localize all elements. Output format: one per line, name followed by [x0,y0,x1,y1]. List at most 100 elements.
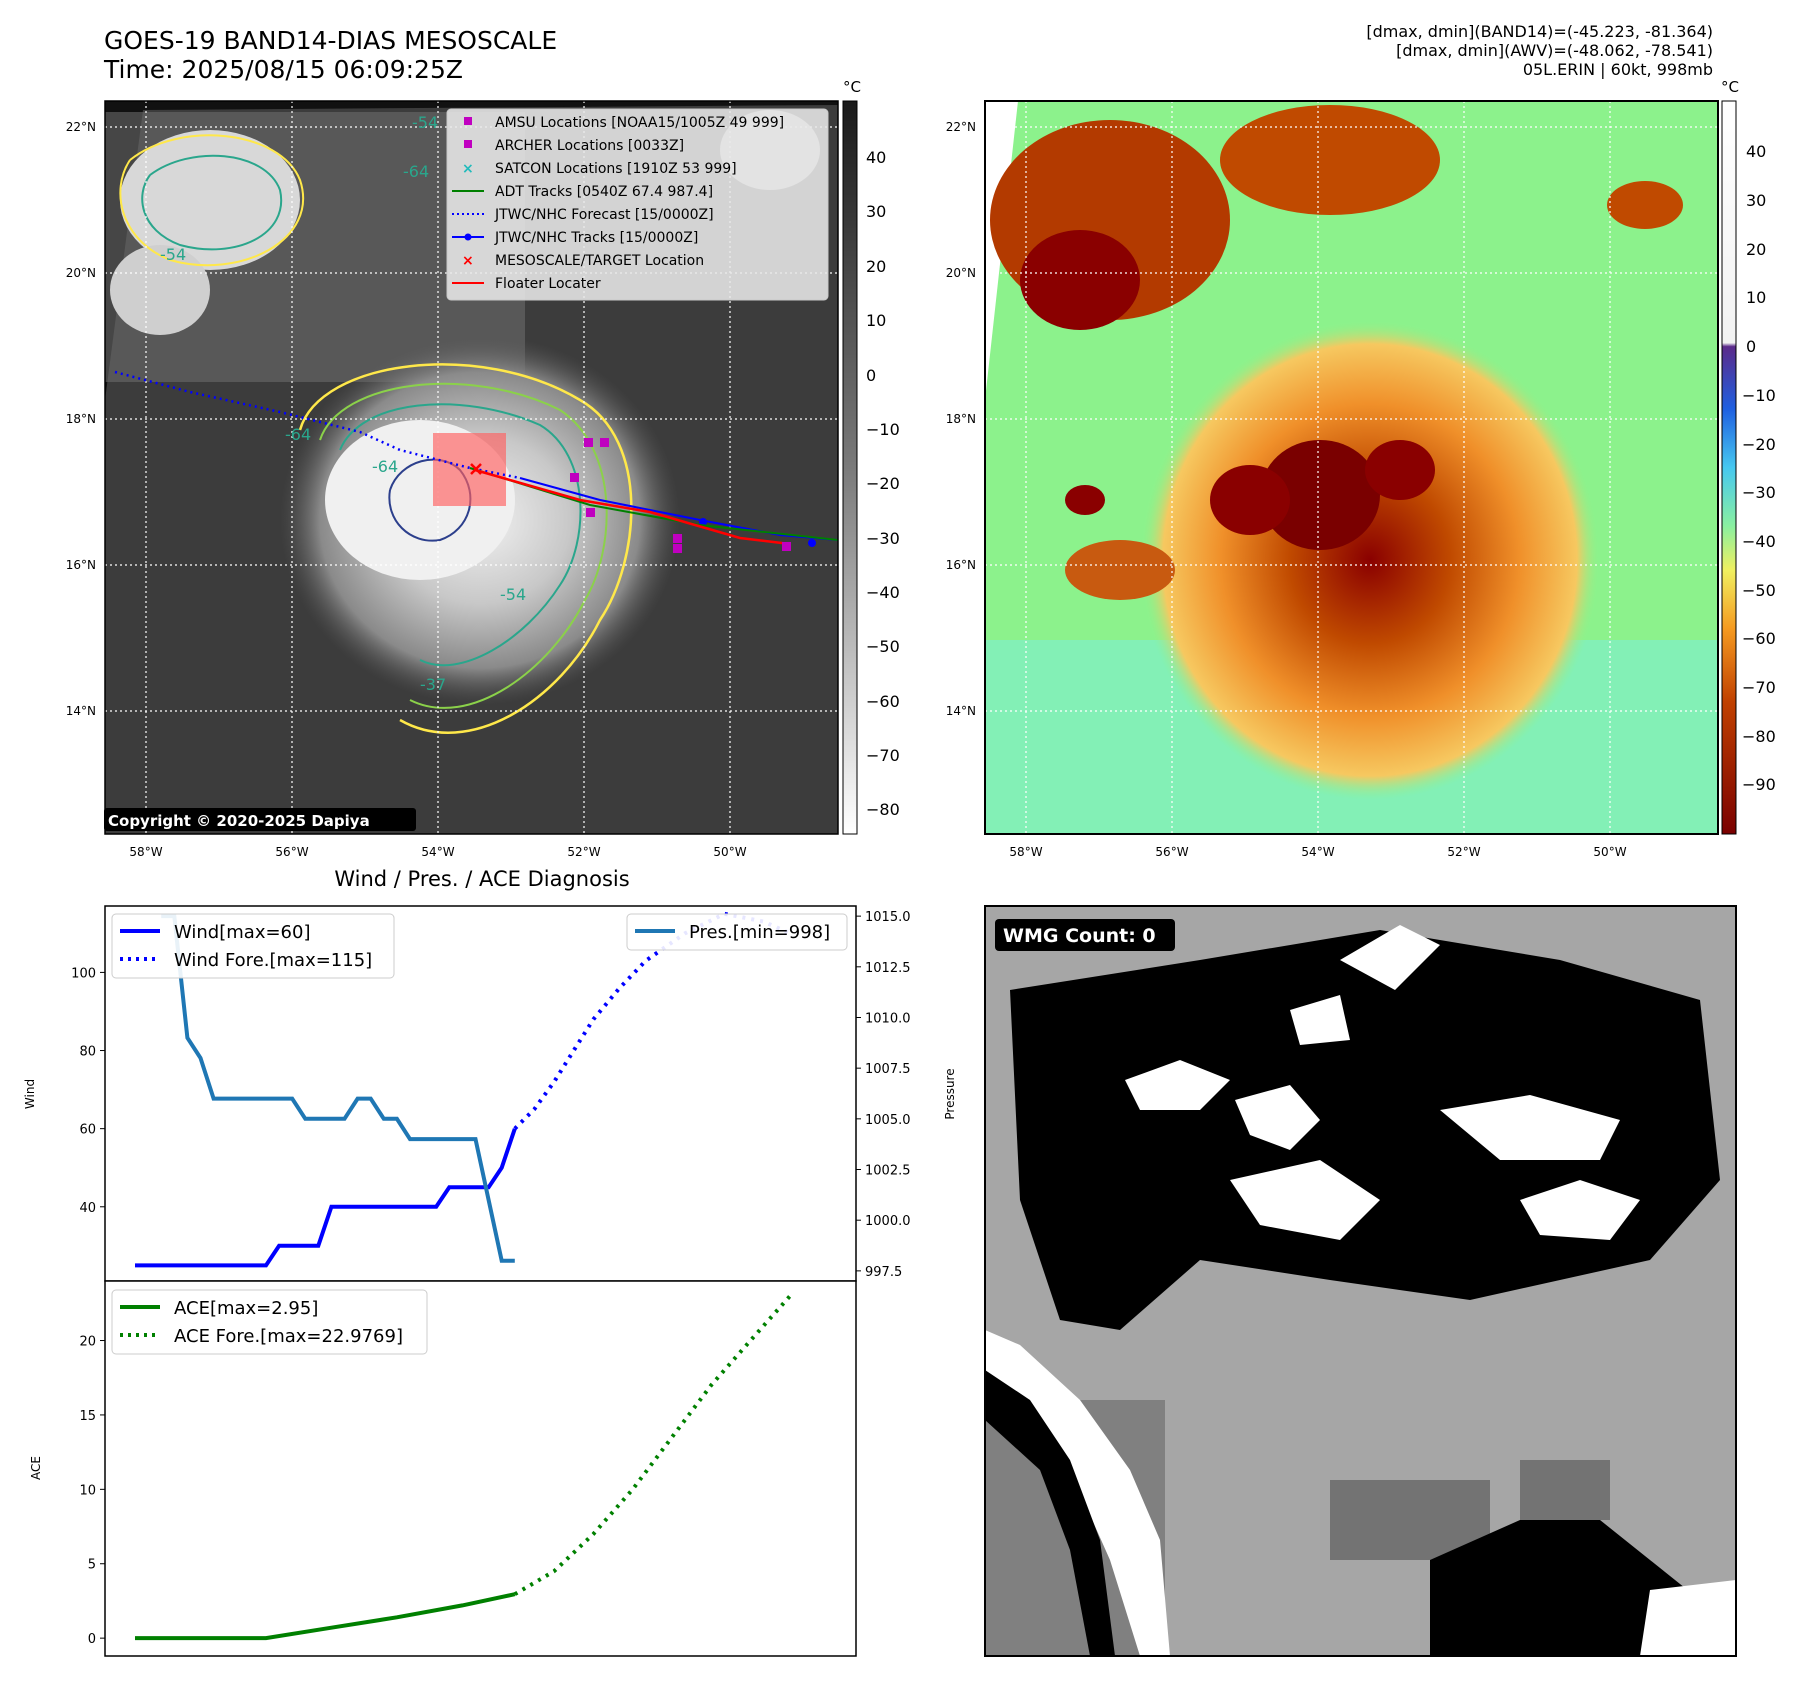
ace-ytick-label: 15 [79,1409,96,1424]
svg-text:56°W: 56°W [275,845,308,859]
diagnosis-title: Wind / Pres. / ACE Diagnosis [334,867,629,891]
svg-text:×: × [462,253,474,269]
svg-text:−60: −60 [1742,629,1776,648]
legend-satcon: × SATCON Locations [1910Z 53 999] [462,161,737,177]
svg-text:Floater Locater: Floater Locater [495,276,601,292]
svg-text:-54: -54 [160,245,186,264]
svg-text:−90: −90 [1742,775,1776,794]
target-marker [470,463,482,475]
svg-text:58°W: 58°W [1009,845,1042,859]
svg-text:50°W: 50°W [1593,845,1626,859]
awv-colorbar: °C 40 30 20 10 0 −10 −20 −30 −40 −50 −60… [1721,78,1776,835]
wind-ytick-label: 40 [79,1201,96,1216]
svg-text:10: 10 [866,311,886,330]
pressure-ytick-label: 1012.5 [865,961,911,976]
ace-yticks: 0 5 10 15 20 [79,1335,105,1647]
ir-colorbar: °C 40 30 20 10 0 −10 −20 −30 −40 −50 −60… [842,78,900,835]
svg-text:-64: -64 [403,162,429,181]
svg-text:20: 20 [866,257,886,276]
svg-text:22°N: 22°N [946,120,976,134]
legend-ace-fore: ACE Fore.[max=22.9769] [174,1326,403,1347]
svg-text:−70: −70 [1742,678,1776,697]
legend-tracks: JTWC/NHC Tracks [15/0000Z] [452,230,698,246]
awv-panel: 22°N 20°N 18°N 16°N 14°N 58°W 56°W 54°W … [946,78,1776,859]
svg-text:30: 30 [866,202,886,221]
legend-pressure: Pres.[min=998] [689,922,830,943]
title-line-2: Time: 2025/08/15 06:09:25Z [104,55,463,84]
svg-text:−10: −10 [1742,386,1776,405]
svg-text:52°W: 52°W [567,845,600,859]
legend-amsu: AMSU Locations [NOAA15/1005Z 49 999] [464,115,784,131]
svg-text:18°N: 18°N [66,412,96,426]
ace-series [135,1294,792,1641]
svg-text:−40: −40 [866,583,900,602]
copyright-badge [104,808,416,831]
title-line-1: GOES-19 BAND14-DIAS MESOSCALE [104,26,558,55]
forecast-track [114,370,521,480]
floater-locater [474,468,791,546]
info-line-2: [dmax, dmin](AWV)=(-48.062, -78.541) [1396,41,1713,60]
pressure-ytick-label: 1015.0 [865,910,911,925]
svg-text:−40: −40 [1742,532,1776,551]
svg-text:-54: -54 [412,113,438,132]
copyright-text: Copyright © 2020-2025 Dapiya [108,812,370,830]
wind-yticks: 40 60 80 100 [71,966,105,1216]
wmg-count-text: WMG Count: 0 [1003,925,1156,947]
wind-ylabel: Wind [23,1079,37,1109]
ir-satellite-panel: -54 -64 -64 -54 -64 -37 -54 Copyright © … [66,78,900,859]
ace-forecast-line [513,1294,792,1596]
ir-colorbar-ticks: 40 30 20 10 0 −10 −20 −30 −40 −50 −60 −7… [866,148,900,819]
svg-text:52°W: 52°W [1447,845,1480,859]
legend-ace: ACE[max=2.95] [174,1298,318,1319]
wind-ytick-label: 100 [71,966,96,981]
wind-ytick-label: 80 [79,1045,96,1060]
legend-target: × MESOSCALE/TARGET Location [462,253,704,269]
svg-text:56°W: 56°W [1155,845,1188,859]
svg-text:40: 40 [866,148,886,167]
pressure-ytick-label: 1007.5 [865,1062,911,1077]
svg-text:°C: °C [1721,78,1739,96]
svg-text:SATCON Locations [1910Z 53 999: SATCON Locations [1910Z 53 999] [495,161,737,177]
svg-text:−30: −30 [1742,483,1776,502]
ace-line [135,1592,516,1641]
svg-text:54°W: 54°W [421,845,454,859]
legend-wind-fore: Wind Fore.[max=115] [174,950,372,971]
svg-text:−50: −50 [1742,581,1776,600]
svg-text:-37: -37 [420,675,446,694]
svg-text:18°N: 18°N [946,412,976,426]
ir-lon-labels: 58°W 56°W 54°W 52°W 50°W [129,845,746,859]
awv-lon-labels: 58°W 56°W 54°W 52°W 50°W [1009,845,1626,859]
svg-text:JTWC/NHC Tracks [15/0000Z]: JTWC/NHC Tracks [15/0000Z] [494,230,698,246]
awv-graticule [985,101,1718,834]
wind-legend: Wind[max=60] Wind Fore.[max=115] [111,913,395,979]
svg-text:-54: -54 [500,585,526,604]
svg-text:54°W: 54°W [1301,845,1334,859]
awv-map-area [985,101,1718,834]
awv-colorbar-ticks: 40 30 20 10 0 −10 −20 −30 −40 −50 −60 −7… [1742,142,1776,794]
ace-ytick-label: 20 [79,1335,96,1350]
mesoscale-box [433,433,506,506]
svg-text:20°N: 20°N [946,266,976,280]
svg-text:ARCHER Locations [0033Z]: ARCHER Locations [0033Z] [495,138,684,154]
svg-text:−10: −10 [866,420,900,439]
legend-adt: ADT Tracks [0540Z 67.4 987.4] [452,184,713,200]
pressure-ytick-label: 1010.0 [865,1011,911,1026]
pressure-ytick-label: 1005.0 [865,1113,911,1128]
pressure-ytick-label: 1000.0 [865,1214,911,1229]
svg-text:20: 20 [1746,240,1766,259]
ir-legend: AMSU Locations [NOAA15/1005Z 49 999] ARC… [446,108,829,301]
awv-lat-labels: 22°N 20°N 18°N 16°N 14°N [946,120,976,718]
svg-text:×: × [462,161,474,177]
svg-text:20°N: 20°N [66,266,96,280]
figure-title: GOES-19 BAND14-DIAS MESOSCALE Time: 2025… [104,26,557,84]
info-line-3: 05L.ERIN | 60kt, 998mb [1522,60,1713,79]
svg-text:10: 10 [1746,288,1766,307]
contour-labels: -54 -64 -64 -54 -64 -37 -54 [160,113,526,694]
pressure-ytick-label: 1002.5 [865,1164,911,1179]
pressure-ylabel: Pressure [943,1068,957,1119]
wind-pressure-series [135,911,791,1268]
svg-text:50°W: 50°W [713,845,746,859]
svg-text:−80: −80 [866,800,900,819]
wind-ytick-label: 60 [79,1123,96,1138]
svg-text:30: 30 [1746,191,1766,210]
